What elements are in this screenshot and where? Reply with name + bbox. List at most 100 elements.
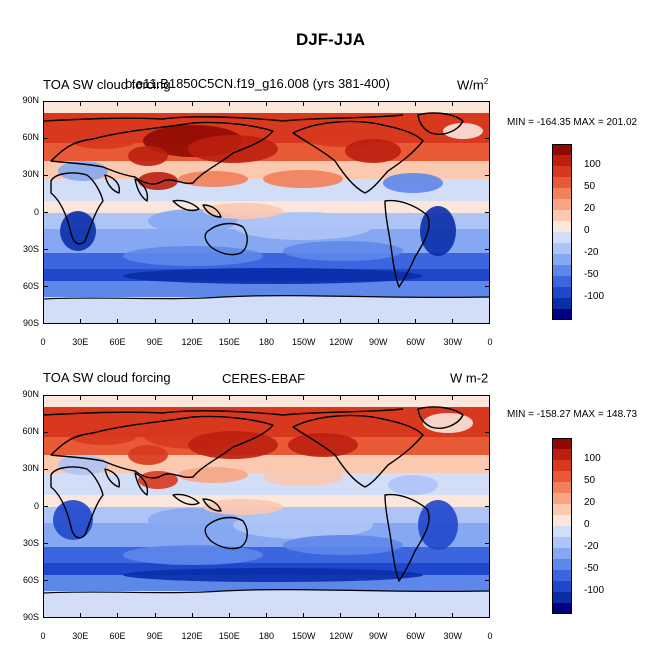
colorbar-segment: [552, 471, 572, 483]
colorbar-segment: [552, 232, 572, 244]
colorbar-segment: [552, 581, 572, 593]
colorbar-segment: [552, 276, 572, 288]
x-tick-label: 90E: [146, 337, 163, 347]
coastline: [104, 468, 149, 496]
field-anomaly: [203, 203, 283, 219]
coastline: [43, 114, 404, 122]
panel2-units: W m-2: [450, 370, 489, 386]
y-tick-label: 60S: [22, 280, 39, 291]
panel1-units: W/m2: [457, 77, 489, 93]
coastline: [384, 199, 430, 288]
x-tick-label: 150W: [291, 337, 316, 347]
colorbar-segment: [552, 188, 572, 200]
y-tick-label: 90S: [22, 318, 39, 328]
panel2-center-title: CERES-EBAF: [222, 371, 306, 386]
x-tick-label: 30E: [72, 631, 89, 641]
colorbar-segment: [552, 449, 572, 461]
y-tick-label: 30S: [22, 243, 39, 254]
field-anomaly: [123, 545, 263, 565]
colorbar-segment: [552, 548, 572, 560]
colorbar-segment: [552, 504, 572, 516]
x-tick-label: 150E: [218, 337, 240, 347]
colorbar-frame: [552, 144, 572, 320]
field-anomaly: [123, 568, 423, 582]
field-anomaly: [283, 535, 403, 555]
y-tick-label: 60N: [22, 426, 39, 437]
field-anomaly: [283, 241, 403, 261]
y-tick-label: 90N: [22, 95, 39, 105]
field-anomaly: [345, 139, 401, 163]
field-anomaly: [233, 511, 373, 539]
x-tick-label: 120E: [181, 631, 203, 641]
coastline: [172, 199, 222, 218]
colorbar-segment: [552, 210, 572, 222]
panel2-minmax: MIN = -158.27 MAX = 148.73: [507, 409, 638, 420]
coastline: [43, 408, 404, 416]
field-anomaly: [233, 212, 373, 240]
x-tick-label: 30E: [72, 337, 89, 347]
colorbar-label: -20: [584, 541, 599, 552]
x-tick-label: 90E: [146, 631, 163, 641]
field-anomaly: [53, 500, 93, 540]
colorbar-segment: [552, 309, 572, 320]
antarctica-shape: [43, 589, 490, 618]
coastline: [417, 112, 464, 135]
colorbar-segment: [552, 254, 572, 266]
figure-title: DJF-JJA: [296, 30, 365, 49]
x-tick-label: 90W: [368, 631, 388, 641]
colorbar-segment: [552, 537, 572, 549]
x-tick-label: 0: [487, 631, 493, 641]
field-anomaly: [203, 499, 283, 515]
x-tick-label: 60W: [406, 631, 425, 641]
field-band: [43, 547, 490, 563]
colorbar-segment: [552, 438, 572, 450]
colorbar-segment: [552, 166, 572, 178]
x-tick-label: 0: [40, 337, 46, 347]
field-band: [43, 281, 490, 297]
field-anomaly: [128, 146, 168, 166]
field-anomalies: [53, 413, 473, 582]
field-anomaly: [188, 135, 278, 163]
x-tick-label: 120E: [181, 337, 203, 347]
x-tick-label: 180: [258, 631, 275, 641]
colorbar-segment: [552, 482, 572, 494]
field-anomaly: [123, 268, 423, 284]
colorbar-label: 20: [584, 203, 596, 214]
field-anomaly: [60, 211, 96, 251]
panel1-map: [43, 101, 490, 324]
colorbar-segment: [552, 243, 572, 255]
colorbar-label: 100: [584, 453, 601, 464]
field-anomaly: [138, 471, 178, 489]
colorbar-label: 0: [584, 519, 590, 530]
panel1-colorbar: [552, 144, 572, 320]
field-anomaly: [388, 475, 438, 495]
y-tick-label: 0: [33, 500, 39, 511]
coastline: [50, 466, 104, 539]
y-tick-label: 90S: [22, 612, 39, 622]
field-anomaly: [68, 425, 138, 445]
colorbar-label: 20: [584, 497, 596, 508]
colorbar-label: -50: [584, 563, 599, 574]
colorbar-label: 50: [584, 475, 596, 486]
field-anomaly: [263, 468, 343, 486]
colorbar-segment: [552, 144, 572, 156]
colorbar-label: 100: [584, 159, 601, 170]
panel1-left-title: TOA SW cloud forcing: [43, 77, 171, 92]
field-anomaly: [128, 445, 168, 465]
panel2-colorbar: [552, 438, 572, 614]
colorbar-label: 0: [584, 225, 590, 236]
y-tick-label: 90N: [22, 389, 39, 399]
map-ticks: [43, 395, 490, 618]
colorbar-label: 50: [584, 181, 596, 192]
coastline: [104, 174, 149, 202]
panel2-left-title: TOA SW cloud forcing: [43, 370, 171, 385]
y-tick-label: 0: [33, 206, 39, 217]
antarctica-coast: [43, 589, 490, 594]
colorbar-segment: [552, 298, 572, 310]
x-tick-label: 150W: [291, 631, 316, 641]
colorbar-frame: [552, 438, 572, 614]
x-tick-label: 60E: [109, 631, 126, 641]
field-anomaly: [178, 171, 248, 187]
coastline: [292, 120, 424, 194]
x-tick-label: 120W: [329, 631, 353, 641]
